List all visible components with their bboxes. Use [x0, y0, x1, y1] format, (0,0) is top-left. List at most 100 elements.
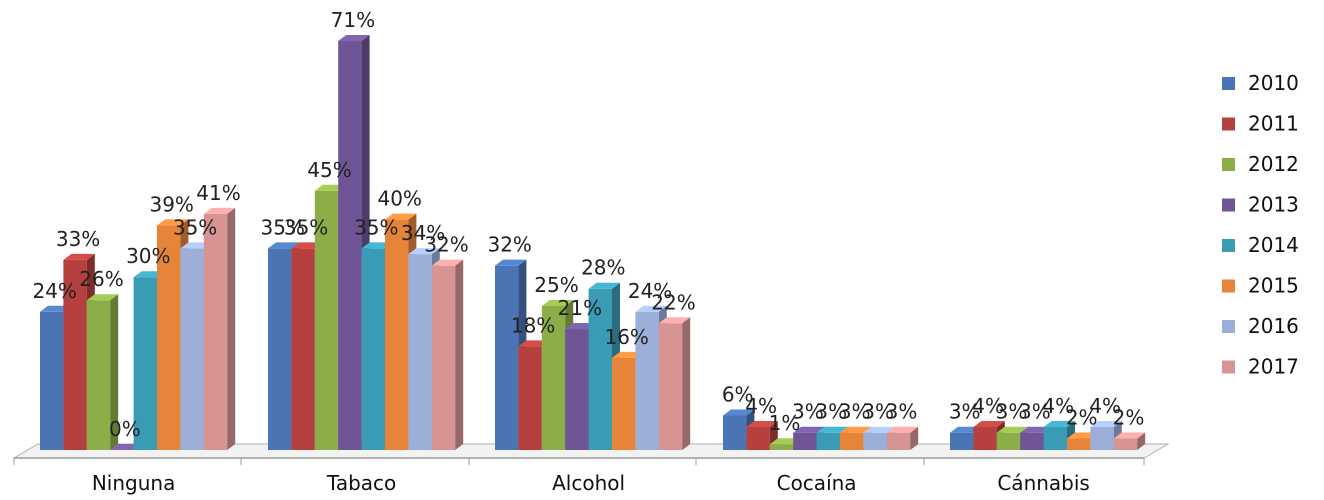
- bar-top: [973, 420, 1005, 427]
- data-label-cannabis-2017: 2%: [1113, 405, 1145, 429]
- bar-front: [769, 444, 794, 450]
- bar-front: [86, 300, 111, 450]
- legend-label: 2015: [1248, 274, 1299, 298]
- bar-front: [588, 288, 612, 450]
- legend-item-2014: 2014: [1222, 233, 1299, 257]
- bar-top: [431, 259, 464, 266]
- x-tick-cocaina: Cocaína: [777, 471, 857, 495]
- data-label-cannabis-2012: 3%: [996, 400, 1028, 424]
- data-label-ninguna-2013: 0%: [109, 417, 141, 441]
- data-label-alcohol-2014: 28%: [581, 256, 625, 280]
- bar-front: [1020, 432, 1044, 450]
- bar-top: [338, 35, 370, 42]
- x-tick-alcohol: Alcohol: [552, 471, 625, 495]
- bar-top: [495, 259, 527, 266]
- x-tick-tabaco: Tabaco: [326, 471, 396, 495]
- legend-swatch: [1222, 198, 1235, 212]
- bar-front: [635, 311, 659, 450]
- data-labels-layer: 24%33%26%0%30%39%35%41%35%35%45%71%35%40…: [32, 8, 1144, 441]
- bar-front: [886, 432, 911, 450]
- bar-front: [518, 346, 542, 450]
- bar-front: [1067, 438, 1091, 450]
- legend-item-2011: 2011: [1222, 112, 1299, 136]
- bars-layer: [40, 35, 1146, 451]
- data-label-tabaco-2013: 71%: [331, 8, 375, 32]
- bar-front: [863, 432, 887, 450]
- bar-front: [541, 306, 566, 450]
- bar-cocaina-2017: [886, 426, 919, 450]
- bar-front: [612, 357, 636, 450]
- legend: 2010 2011 2012 2013 2014 2015 2016 2017: [1222, 71, 1299, 379]
- data-label-cocaina-2015: 3%: [839, 400, 871, 424]
- data-label-cannabis-2016: 4%: [1089, 394, 1121, 418]
- bar-top: [157, 219, 189, 226]
- x-tick-cannabis: Cánnabis: [997, 471, 1090, 495]
- bar-front: [63, 259, 87, 450]
- legend-label: 2012: [1248, 152, 1299, 176]
- bar-front: [658, 323, 683, 450]
- legend-label: 2011: [1248, 112, 1299, 136]
- legend-swatch: [1222, 279, 1235, 293]
- bar-front: [314, 190, 339, 451]
- data-label-ninguna-2014: 30%: [126, 244, 170, 268]
- bar-side: [110, 294, 119, 450]
- bar-top: [63, 253, 95, 260]
- data-label-cocaina-2010: 6%: [722, 382, 754, 406]
- bar-front: [495, 265, 519, 450]
- data-label-cannabis-2014: 4%: [1042, 394, 1074, 418]
- data-label-cocaina-2014: 3%: [815, 400, 847, 424]
- legend-swatch: [1222, 320, 1235, 333]
- legend-swatch: [1222, 360, 1235, 374]
- legend-item-2010: 2010: [1222, 71, 1299, 95]
- bar-top: [746, 420, 778, 427]
- bar-top: [886, 426, 919, 433]
- bar-front: [840, 432, 864, 450]
- bar-top: [816, 426, 848, 433]
- bar-front: [746, 426, 770, 450]
- bar-cannabis-2017: [1113, 432, 1146, 450]
- bar-ninguna-2017: [203, 207, 236, 450]
- legend-item-2017: 2017: [1222, 355, 1299, 379]
- legend-label: 2016: [1248, 314, 1299, 338]
- legend-swatch: [1222, 117, 1235, 131]
- bar-front: [408, 254, 432, 450]
- data-label-ninguna-2011: 33%: [56, 227, 100, 251]
- bar-ninguna-2012: [86, 294, 119, 450]
- legend-item-2012: 2012: [1222, 152, 1299, 176]
- legend-swatch: [1222, 77, 1235, 90]
- bar-top: [203, 207, 236, 214]
- bar-top: [408, 248, 440, 255]
- bar-top: [658, 317, 691, 324]
- data-label-cocaina-2017: 3%: [886, 400, 918, 424]
- data-label-alcohol-2013: 21%: [558, 296, 602, 320]
- data-label-ninguna-2016: 35%: [173, 215, 217, 239]
- legend-label: 2013: [1248, 193, 1299, 217]
- data-label-cannabis-2013: 3%: [1019, 400, 1051, 424]
- bar-top: [1113, 432, 1146, 439]
- bar-front: [361, 248, 385, 450]
- bar-side: [1137, 432, 1146, 450]
- bar-front: [723, 415, 747, 450]
- bar-top: [86, 294, 119, 301]
- data-label-ninguna-2015: 39%: [149, 192, 193, 216]
- bar-front: [973, 426, 997, 450]
- data-label-cocaina-2011: 4%: [745, 394, 777, 418]
- bar-front: [565, 329, 589, 450]
- bar-front: [1090, 426, 1114, 450]
- data-label-alcohol-2016: 24%: [628, 279, 672, 303]
- bar-front: [1113, 438, 1138, 450]
- data-label-tabaco-2016: 34%: [401, 221, 445, 245]
- data-label-tabaco-2012: 45%: [307, 158, 351, 182]
- bar-front: [793, 432, 817, 450]
- legend-label: 2010: [1248, 71, 1299, 95]
- data-label-alcohol-2010: 32%: [487, 233, 531, 257]
- data-label-cannabis-2010: 3%: [949, 400, 981, 424]
- data-label-alcohol-2017: 22%: [651, 290, 695, 314]
- data-label-tabaco-2017: 32%: [424, 233, 468, 257]
- legend-item-2016: 2016: [1222, 314, 1299, 338]
- legend-swatch: [1222, 158, 1235, 171]
- bar-top: [1090, 420, 1122, 427]
- bar-top: [268, 242, 300, 249]
- bar-top: [635, 305, 667, 312]
- data-label-alcohol-2015: 16%: [604, 325, 648, 349]
